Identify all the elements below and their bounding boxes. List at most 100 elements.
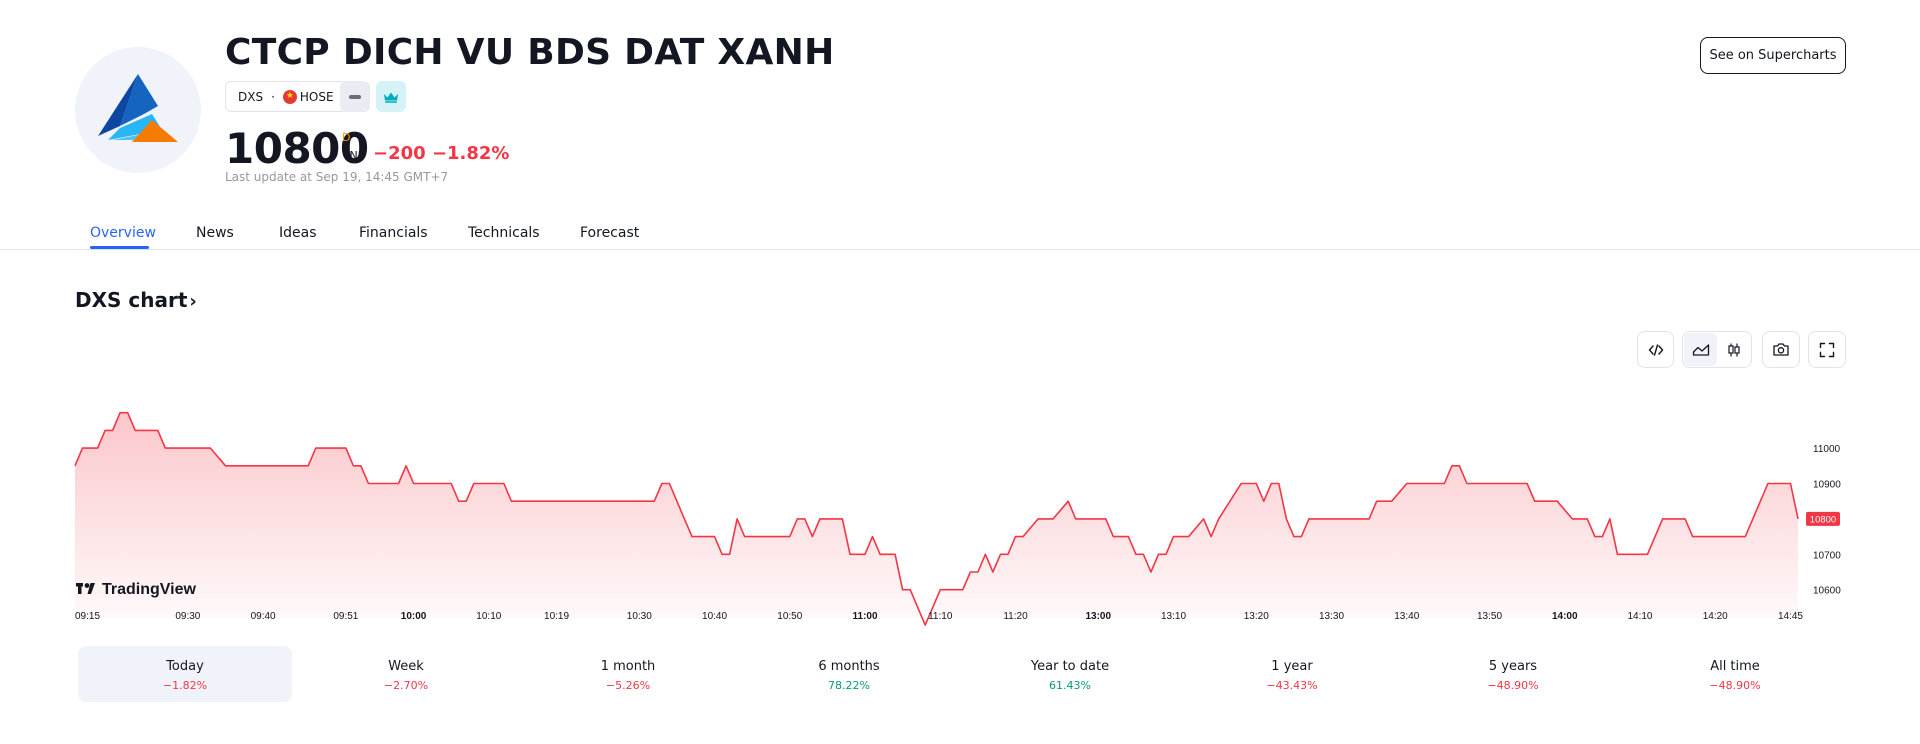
tradingview-logo-icon: [76, 583, 95, 594]
x-tick-label: 13:40: [1394, 611, 1419, 622]
x-tick-label: 09:30: [175, 611, 200, 622]
symbol-exchange-chip[interactable]: DXS · ★ HOSE: [225, 81, 347, 112]
range-week[interactable]: Week −2.70%: [299, 646, 513, 702]
minus-icon: [349, 94, 361, 99]
x-tick-label: 09:15: [75, 611, 100, 622]
range-value: −2.70%: [383, 679, 429, 692]
y-tick-label: 11000: [1813, 444, 1841, 455]
range-label: 5 years: [1488, 659, 1538, 674]
range-5-years[interactable]: 5 years −48.90%: [1406, 646, 1620, 702]
y-tick-label: 10900: [1813, 479, 1841, 490]
crown-icon: [384, 92, 398, 103]
area-chart-icon: [1692, 343, 1709, 356]
range-label: 1 month: [600, 659, 656, 674]
tab-news[interactable]: News: [196, 225, 234, 241]
y-tick-label: 10700: [1813, 550, 1841, 561]
tab-forecast[interactable]: Forecast: [580, 225, 640, 241]
x-tick-label: 10:50: [777, 611, 802, 622]
x-tick-label: 11:10: [928, 611, 953, 622]
x-tick-label: 10:10: [476, 611, 501, 622]
x-axis: 09:15 09:30 09:40 09:51 10:00 10:10 10:19 10:30…: [75, 611, 1803, 622]
exchange-label: HOSE: [299, 89, 334, 104]
x-tick-label: 09:51: [333, 611, 358, 622]
range-1-year[interactable]: 1 year −43.43%: [1185, 646, 1399, 702]
candles-style-button[interactable]: [1717, 333, 1750, 366]
chart-title-text: DXS chart: [75, 288, 188, 312]
range-label: 6 months: [818, 659, 880, 674]
y-tick-label: 10600: [1813, 586, 1841, 597]
x-tick-label: 13:50: [1477, 611, 1502, 622]
x-tick-label: 14:00: [1552, 611, 1578, 622]
price-chart[interactable]: 11000 10900 10700 10600 09:15 09:30 09:40 09:5…: [0, 375, 1920, 635]
tab-ideas[interactable]: Ideas: [279, 225, 317, 241]
last-price-badge: [1806, 511, 1840, 526]
company-name: CTCP DICH VU BDS DAT XANH: [225, 32, 835, 73]
range-value: −5.26%: [605, 679, 651, 692]
last-price-label: 10800: [1806, 511, 1840, 526]
range-value: −43.43%: [1266, 679, 1318, 692]
chart-section-title[interactable]: DXS chart ›: [75, 288, 197, 312]
performance-ranges: Today −1.82% Week −2.70% 1 month −5.26% …: [75, 646, 1847, 704]
embed-code-icon: [1648, 343, 1663, 356]
crown-button[interactable]: [376, 81, 406, 112]
tab-bar: Overview News Ideas Financials Technical…: [0, 215, 1920, 250]
last-price-text: 10800: [1810, 514, 1836, 525]
company-logo: [75, 47, 201, 173]
snapshot-button[interactable]: [1762, 331, 1800, 368]
more-options-button[interactable]: [340, 81, 370, 112]
x-tick-label: 10:00: [401, 611, 427, 622]
last-update: Last update at Sep 19, 14:45 GMT+7: [225, 170, 449, 184]
fullscreen-button[interactable]: [1808, 331, 1846, 368]
range-today[interactable]: Today −1.82%: [78, 646, 292, 702]
tab-overview[interactable]: Overview: [90, 225, 156, 241]
range-value: −48.90%: [1487, 679, 1539, 692]
separator-dot: ·: [271, 89, 275, 104]
ticker-label: DXS: [238, 89, 264, 104]
price-area-fill: [75, 412, 1798, 626]
active-tab-indicator: [90, 246, 149, 249]
x-tick-label: 13:20: [1244, 611, 1269, 622]
x-tick-label: 09:40: [251, 611, 276, 622]
candles-icon: [1727, 343, 1740, 356]
x-tick-label: 13:10: [1161, 611, 1186, 622]
range-label: Week: [388, 659, 424, 674]
range-value: 61.43%: [1049, 679, 1091, 692]
price-line: [74, 411, 1799, 626]
area-style-button[interactable]: [1684, 333, 1717, 366]
chevron-right-icon: ›: [189, 291, 197, 312]
range-all-time[interactable]: All time −48.90%: [1628, 646, 1842, 702]
y-axis: 11000 10900 10700 10600: [1813, 444, 1841, 597]
svg-text:TradingView: TradingView: [102, 581, 197, 598]
price-change: −200 −1.82%: [373, 143, 509, 164]
see-on-supercharts-button[interactable]: See on Supercharts: [1700, 37, 1846, 74]
x-tick-label: 13:00: [1085, 611, 1111, 622]
price-flag: D: [342, 131, 351, 144]
range-value: 78.22%: [828, 679, 870, 692]
fullscreen-icon: [1819, 342, 1835, 357]
x-tick-label: 14:45: [1778, 611, 1803, 622]
x-tick-label: 10:19: [544, 611, 569, 622]
x-tick-label: 14:20: [1703, 611, 1728, 622]
tab-financials[interactable]: Financials: [359, 225, 428, 241]
range-label: 1 year: [1271, 659, 1313, 674]
range-value: −1.82%: [162, 679, 208, 692]
vietnam-flag-icon: ★: [282, 89, 297, 104]
change-percent: −1.82%: [431, 143, 510, 164]
tradingview-watermark: TradingView: [76, 581, 197, 598]
range-1-month[interactable]: 1 month −5.26%: [521, 646, 735, 702]
camera-icon: [1773, 343, 1789, 356]
range-6-months[interactable]: 6 months 78.22%: [742, 646, 956, 702]
x-tick-label: 11:00: [853, 611, 878, 622]
x-tick-label: 11:20: [1003, 611, 1028, 622]
x-tick-label: 10:40: [702, 611, 727, 622]
range-year-to-date[interactable]: Year to date 61.43%: [963, 646, 1177, 702]
x-tick-label: 13:30: [1319, 611, 1344, 622]
x-tick-label: 10:30: [627, 611, 652, 622]
range-label: Year to date: [1030, 659, 1110, 674]
change-abs: −200: [373, 143, 426, 164]
embed-button[interactable]: [1637, 331, 1674, 368]
tab-technicals[interactable]: Technicals: [468, 225, 540, 241]
range-label: All time: [1710, 659, 1760, 674]
range-label: Today: [166, 659, 204, 674]
price-value: 10800: [225, 124, 369, 173]
